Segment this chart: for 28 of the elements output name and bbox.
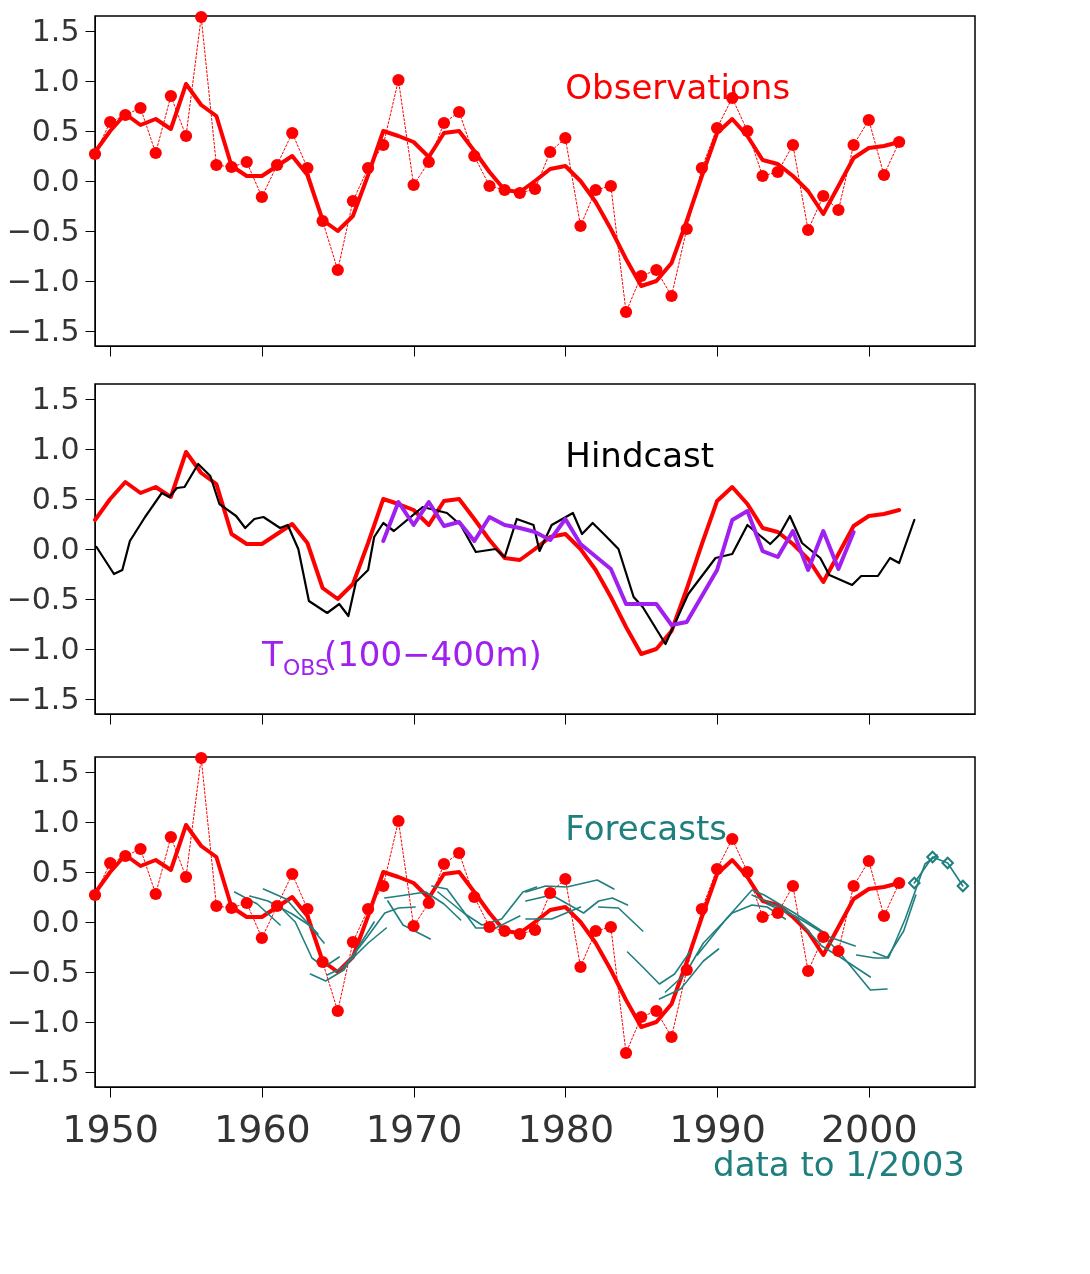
x-tick-label: 1980 (517, 1106, 615, 1151)
y-tick-label: 0.0 (31, 903, 80, 939)
series-label: Observations (565, 67, 791, 107)
y-tick-label: 0.0 (31, 162, 80, 198)
y-tick-label: −1.0 (6, 630, 80, 666)
y-tick-label: 1.5 (31, 12, 80, 48)
y-tick-label: 1.0 (31, 803, 80, 839)
y-tick-label: −1.5 (6, 1053, 80, 1089)
y-tick-label: −1.0 (6, 262, 80, 298)
y-tick-label: −1.5 (6, 680, 80, 716)
x-tick-label: 1960 (214, 1106, 311, 1151)
text: Forecasts (565, 808, 727, 848)
y-tick-label: 0.5 (31, 480, 80, 516)
y-tick-label: 0.5 (31, 112, 80, 148)
y-tick-label: −1.5 (6, 312, 80, 348)
x-tick-label: 1970 (365, 1106, 463, 1151)
y-tick-label: 0.5 (31, 853, 80, 889)
y-tick-label: 1.0 (31, 62, 80, 98)
y-tick-label: 1.0 (31, 430, 80, 466)
series-label: Hindcast (565, 435, 715, 475)
y-tick-label: −0.5 (6, 953, 80, 989)
y-tick-label: 1.5 (31, 753, 80, 789)
y-tick-label: −0.5 (6, 212, 80, 248)
y-tick-label: −1.0 (6, 1003, 80, 1039)
y-tick-label: −0.5 (6, 580, 80, 616)
x-tick-label: 1950 (62, 1106, 160, 1151)
y-tick-label: 1.5 (31, 380, 80, 416)
y-tick-label: 0.0 (31, 530, 80, 566)
